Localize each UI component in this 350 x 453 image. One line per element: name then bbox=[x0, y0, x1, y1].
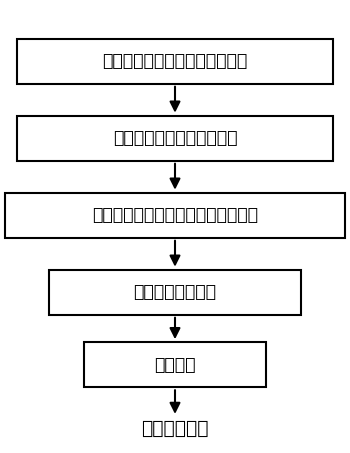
Text: 综合评判: 综合评判 bbox=[154, 356, 196, 374]
Text: 确定路口交通状态的评估集: 确定路口交通状态的评估集 bbox=[113, 129, 237, 147]
Text: 确定影响路口交通状态的因素集: 确定影响路口交通状态的因素集 bbox=[102, 52, 248, 70]
FancyBboxPatch shape bbox=[84, 342, 266, 387]
Text: 确定综合评判矩阵: 确定综合评判矩阵 bbox=[133, 283, 217, 301]
FancyBboxPatch shape bbox=[18, 116, 332, 161]
FancyBboxPatch shape bbox=[49, 270, 301, 315]
FancyBboxPatch shape bbox=[18, 39, 332, 84]
Text: 路口交通状态: 路口交通状态 bbox=[141, 419, 209, 438]
Text: 确定影响路口交通状态的因素集权重: 确定影响路口交通状态的因素集权重 bbox=[92, 206, 258, 224]
FancyBboxPatch shape bbox=[5, 193, 345, 238]
